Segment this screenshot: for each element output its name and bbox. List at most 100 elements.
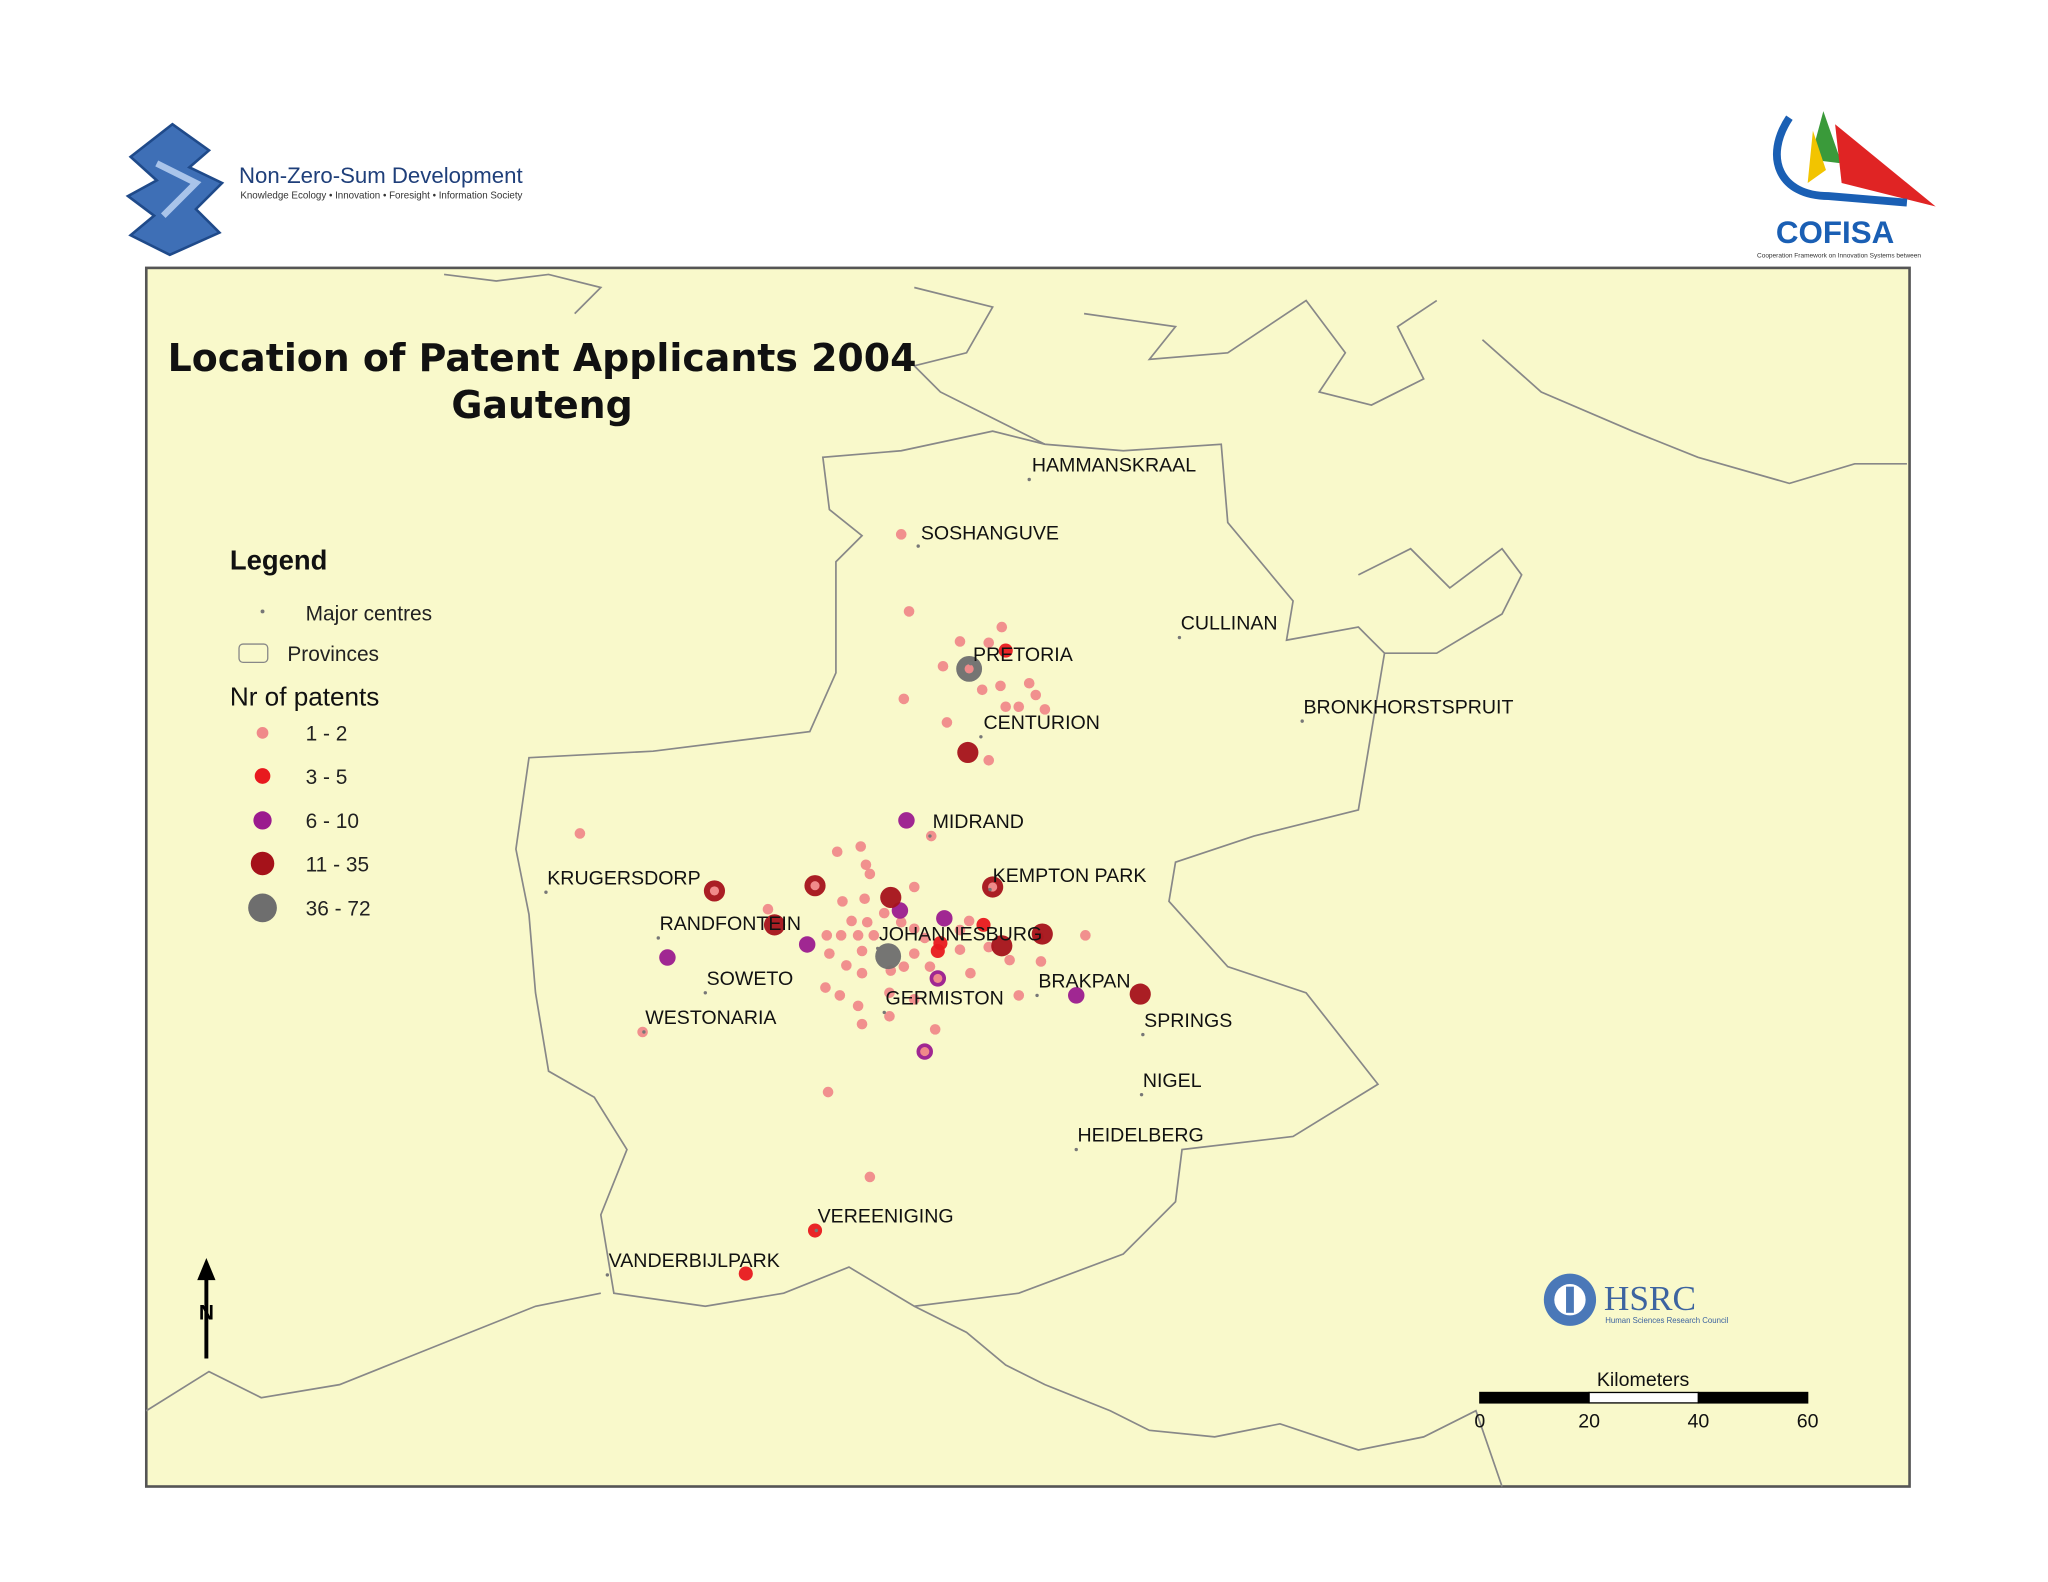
patent-dot [859,893,870,905]
major-centre [642,1030,646,1034]
patent-dot [898,961,910,972]
legend: Legend Major centres Provinces Nr of pat… [230,545,432,923]
major-centre [916,544,920,548]
patent-dot [824,948,835,959]
patent-dot [908,994,920,1005]
scale-segment [1697,1391,1809,1404]
patent-dot-inner [709,886,720,896]
patent-dot [1013,990,1025,1001]
patent-dot [957,741,979,764]
scale-bar: Kilometers 0 20 40 60 [1474,1369,1818,1433]
north-arrow: N [197,1257,216,1359]
patent-dot [574,828,586,839]
place-label: VANDERBIJLPARK [609,1250,780,1272]
patent-dot [659,949,676,966]
patent-dot [924,961,936,972]
legend-symbol [238,643,269,663]
patent-dot [856,1018,868,1030]
patent-dot [1031,923,1053,945]
patent-dot [963,915,975,927]
place-label: KRUGERSDORP [547,867,700,889]
patent-dot [868,930,880,941]
place-label: BRONKHORSTSPRUIT [1304,696,1514,718]
patent-dot [852,1000,864,1012]
patent-dot [884,987,895,999]
legend-symbol [250,851,275,876]
patent-dot [846,915,857,927]
scale-title: Kilometers [1597,1369,1690,1391]
place-label: JOHANNESBURG [879,924,1042,946]
place-label: GERMISTON [886,988,1004,1010]
major-centre [703,991,708,995]
major-centre [988,887,992,892]
place-label: HAMMANSKRAAL [1032,455,1196,477]
place-label: NIGEL [1143,1070,1202,1092]
patent-dot [976,684,988,696]
patent-dot [995,680,1006,692]
left-logo: Non-Zero-Sum Development Knowledge Ecolo… [125,122,523,257]
patent-dot [954,636,966,647]
legend-symbol [248,893,277,923]
patent-dot [763,914,786,936]
patent-dot [878,907,890,919]
scale-segment [1479,1391,1590,1404]
legend-subtitle: Nr of patents [230,681,379,711]
major-centre [1141,1032,1145,1037]
patent-dot [860,859,872,871]
patent-dot [919,932,931,944]
patent-dot [861,916,873,928]
logo-name: COFISA [1776,215,1894,250]
scale-tick-label: 20 [1578,1411,1600,1433]
patent-dot-inner [964,664,974,674]
place-label: BRAKPAN [1038,971,1130,993]
patent-dot [855,841,867,852]
patent-dot [1129,983,1151,1005]
legend-label: 36 - 72 [306,898,371,921]
gauteng-boundary [515,430,1386,1308]
map-subtitle: Gauteng [451,383,632,427]
patent-dot [798,936,816,953]
patent-dot [983,755,995,766]
hsrc-emblem [1566,1286,1574,1313]
place-label: SOWETO [707,968,794,990]
major-centre [1074,1147,1078,1152]
patent-dot [936,910,953,927]
patent-dot [898,812,915,829]
patent-dot [822,1086,834,1098]
place-label: SPRINGS [1144,1010,1232,1032]
patent-dot [954,924,966,936]
patent-dot [821,930,833,941]
province-boundaries [145,273,1907,1487]
place-label: KEMPTON PARK [993,865,1147,887]
major-centre [544,890,548,894]
patent-dot [1000,701,1012,713]
legend-label: 6 - 10 [306,810,359,833]
patent-dot [762,903,774,915]
patent-dot [895,916,907,928]
scale-tick-label: 0 [1474,1411,1485,1433]
patent-dot [1068,987,1085,1004]
legend-label: Major centres [306,603,432,626]
patent-dot [930,943,945,959]
place-label: SOSHANGUVE [921,523,1059,545]
patent-dot [884,1011,895,1022]
logo-swoosh [1772,115,1908,207]
patent-dot [976,917,991,932]
major-centre [656,936,660,940]
patent-dot [880,886,902,909]
logo-tagline: Cooperation Framework on Innovation Syst… [1757,252,1921,259]
major-centre [1139,1092,1144,1097]
major-centre [882,1010,886,1015]
patent-dot [856,945,868,957]
patent-dot [983,637,995,649]
place-label: PRETORIA [973,644,1074,666]
map-frame [144,266,1911,1488]
legend-title: Legend [230,545,327,576]
patent-dot [856,967,868,979]
boundary [145,1292,1503,1487]
patent-dot [820,982,831,993]
major-centre [876,946,880,951]
hsrc-logo: HSRC Human Sciences Research Council [1543,1273,1729,1326]
